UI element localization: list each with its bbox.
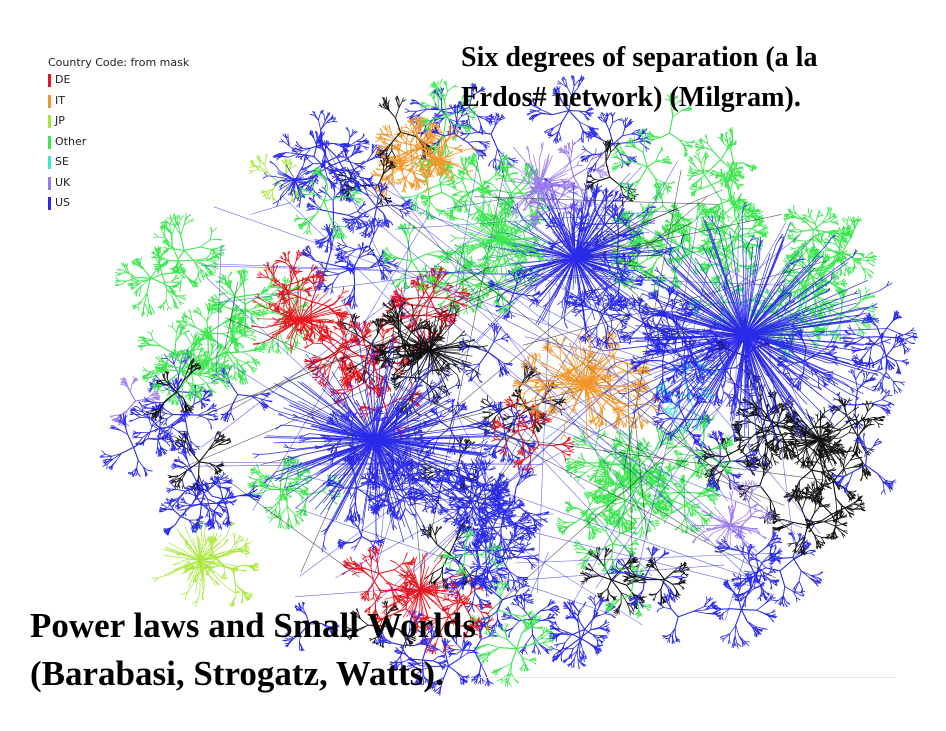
- legend-swatch-se: [48, 156, 51, 169]
- legend-item-other: Other: [48, 132, 189, 153]
- legend-label-it: IT: [55, 94, 65, 107]
- legend-label-other: Other: [55, 135, 86, 148]
- legend-item-it: IT: [48, 91, 189, 112]
- legend-label-us: US: [55, 196, 70, 209]
- power-laws-annotation: Power laws and Small Worlds (Barabasi, S…: [30, 602, 476, 698]
- power-laws-line-1: Power laws and Small Worlds: [30, 602, 476, 650]
- caption-rule: [480, 677, 896, 678]
- legend-swatch-de: [48, 74, 51, 87]
- legend-item-jp: JP: [48, 111, 189, 132]
- legend-swatch-uk: [48, 177, 51, 190]
- six-degrees-line-2: Erdos# network) (Milgram).: [461, 78, 817, 118]
- legend-label-de: DE: [55, 73, 70, 86]
- legend-swatch-us: [48, 197, 51, 210]
- six-degrees-annotation: Six degrees of separation (a la Erdos# n…: [461, 38, 817, 118]
- legend-label-uk: UK: [55, 176, 70, 189]
- legend-label-jp: JP: [55, 114, 65, 127]
- country-legend: Country Code: from mask DE IT JP Other S…: [48, 55, 189, 214]
- legend-swatch-other: [48, 136, 51, 149]
- legend-swatch-jp: [48, 115, 51, 128]
- legend-item-uk: UK: [48, 173, 189, 194]
- legend-item-se: SE: [48, 152, 189, 173]
- legend-item-us: US: [48, 193, 189, 214]
- legend-label-se: SE: [55, 155, 69, 168]
- legend-swatch-it: [48, 95, 51, 108]
- power-laws-line-2: (Barabasi, Strogatz, Watts).: [30, 650, 476, 698]
- six-degrees-line-1: Six degrees of separation (a la: [461, 38, 817, 78]
- legend-title: Country Code: from mask: [48, 55, 189, 70]
- legend-item-de: DE: [48, 70, 189, 91]
